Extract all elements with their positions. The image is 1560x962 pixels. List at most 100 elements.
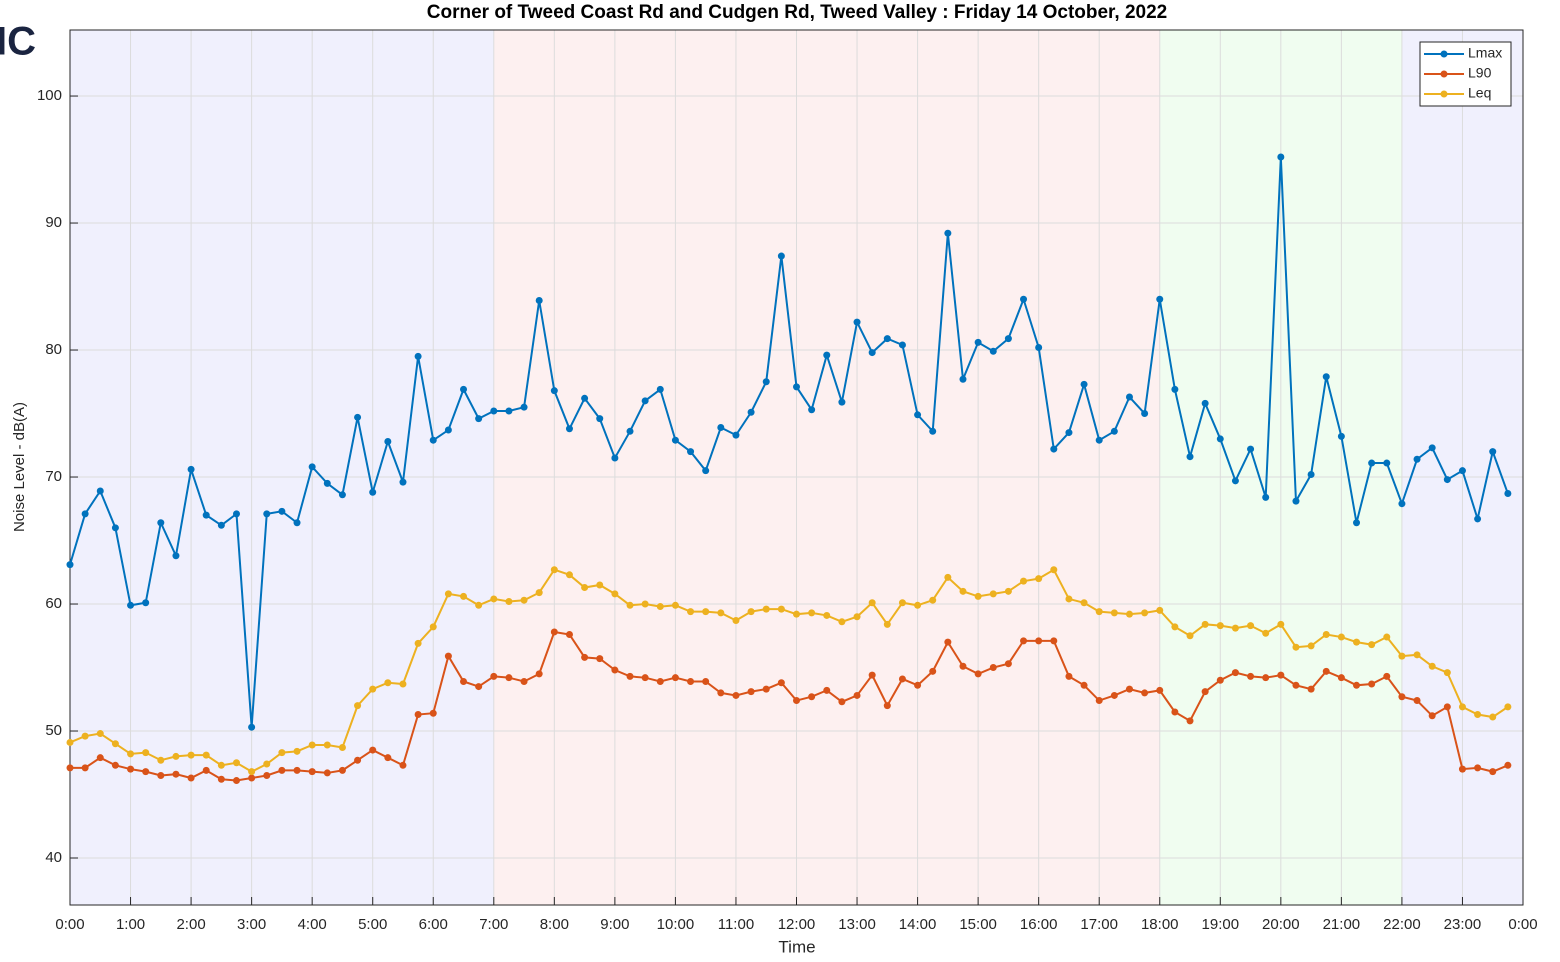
data-point	[1171, 385, 1179, 393]
data-point	[777, 679, 785, 687]
x-tick-label: 17:00	[1080, 916, 1118, 933]
data-point	[338, 491, 346, 499]
data-point	[414, 639, 422, 647]
y-tick-label: 60	[45, 595, 62, 612]
data-point	[1110, 427, 1118, 435]
data-point	[868, 671, 876, 679]
data-point	[1383, 459, 1391, 467]
data-point	[1020, 295, 1028, 303]
data-point	[142, 749, 150, 757]
data-point	[1353, 638, 1361, 646]
y-axis-label: Noise Level - dB(A)	[11, 402, 28, 532]
data-point	[1443, 703, 1451, 711]
x-tick-label: 16:00	[1020, 916, 1058, 933]
data-point	[1428, 662, 1436, 670]
data-point	[1095, 697, 1103, 705]
data-point	[853, 691, 861, 699]
data-point	[1080, 681, 1088, 689]
data-point	[793, 697, 800, 705]
data-point	[1156, 686, 1164, 694]
data-point	[1489, 713, 1497, 721]
data-point	[687, 448, 695, 456]
data-point	[217, 521, 225, 529]
data-point	[1050, 637, 1058, 645]
data-point	[81, 732, 89, 740]
data-point	[717, 609, 725, 617]
data-point	[747, 688, 755, 696]
data-point	[1307, 685, 1315, 693]
data-point	[1413, 455, 1421, 463]
data-point	[111, 740, 119, 748]
data-point	[323, 741, 331, 749]
x-tick-label: 5:00	[358, 916, 387, 933]
background-band	[493, 30, 1160, 905]
data-point	[1413, 697, 1421, 705]
data-point	[172, 770, 180, 778]
data-point	[853, 318, 861, 326]
data-point	[66, 738, 74, 746]
data-point	[1186, 717, 1194, 725]
data-point	[1156, 606, 1164, 614]
x-tick-label: 18:00	[1141, 916, 1179, 933]
data-point	[717, 423, 725, 431]
data-point	[96, 730, 104, 738]
data-point	[1474, 711, 1482, 719]
data-point	[823, 686, 831, 694]
data-point	[959, 662, 967, 670]
data-point	[641, 600, 649, 608]
data-point	[81, 510, 89, 518]
data-point	[217, 775, 225, 783]
legend-marker	[1440, 90, 1448, 98]
data-point	[626, 601, 634, 609]
data-point	[1065, 429, 1073, 437]
data-point	[66, 764, 74, 772]
data-point	[369, 685, 377, 693]
data-point	[747, 608, 755, 616]
data-point	[687, 677, 695, 685]
data-point	[838, 618, 846, 626]
data-point	[1020, 577, 1028, 585]
data-point	[944, 573, 952, 581]
data-point	[611, 666, 619, 674]
data-point	[172, 552, 180, 560]
data-point	[1383, 672, 1391, 680]
data-point	[671, 601, 679, 609]
data-point	[1504, 703, 1512, 711]
data-point	[702, 677, 710, 685]
data-point	[369, 488, 377, 496]
data-point	[1277, 671, 1285, 679]
data-point	[308, 463, 316, 471]
data-point	[565, 630, 573, 638]
x-tick-label: 7:00	[479, 916, 508, 933]
data-point	[66, 561, 74, 569]
data-point	[1004, 335, 1012, 343]
data-point	[248, 768, 256, 776]
data-point	[929, 427, 937, 435]
x-tick-label: 4:00	[298, 916, 327, 933]
data-point	[611, 590, 619, 598]
data-point	[793, 383, 800, 391]
data-point	[732, 431, 740, 439]
data-point	[475, 683, 483, 691]
data-point	[323, 769, 331, 777]
data-point	[505, 674, 513, 682]
data-point	[1216, 622, 1224, 630]
data-point	[1125, 393, 1133, 401]
data-point	[429, 436, 437, 444]
data-point	[929, 596, 937, 604]
data-point	[1504, 490, 1512, 498]
data-point	[505, 597, 513, 605]
data-point	[1095, 436, 1103, 444]
data-point	[429, 709, 437, 717]
data-point	[656, 385, 664, 393]
data-point	[278, 749, 286, 757]
data-point	[656, 603, 664, 611]
data-point	[974, 592, 982, 600]
data-point	[232, 777, 240, 785]
data-point	[308, 741, 316, 749]
data-point	[142, 768, 150, 776]
data-point	[1428, 712, 1436, 720]
data-point	[1474, 764, 1482, 772]
data-point	[898, 675, 906, 683]
data-point	[1035, 343, 1043, 351]
